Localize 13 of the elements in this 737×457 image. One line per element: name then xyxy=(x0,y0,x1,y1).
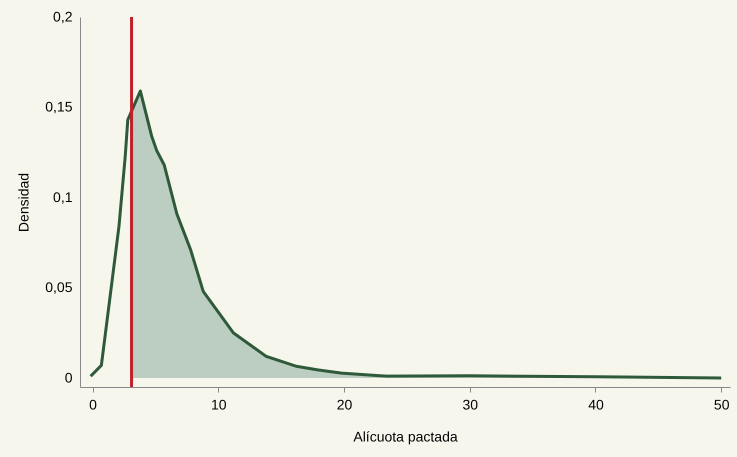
y-tick-label: 0,2 xyxy=(53,8,73,24)
y-tick-label: 0,15 xyxy=(45,98,73,115)
x-tick-label: 30 xyxy=(462,396,478,412)
x-axis-title: Alícuota pactada xyxy=(353,428,458,444)
y-tick-label: 0 xyxy=(64,369,73,386)
x-tick-label: 0 xyxy=(89,396,98,412)
x-tick-label: 10 xyxy=(211,396,227,412)
y-axis-title: Densidad xyxy=(15,172,32,232)
y-tick-label: 0,05 xyxy=(45,279,73,296)
x-tick-label: 20 xyxy=(336,396,353,412)
y-tick-label: 0,1 xyxy=(53,188,73,205)
x-tick-label: 50 xyxy=(714,396,730,412)
x-tick-label: 40 xyxy=(588,396,604,412)
